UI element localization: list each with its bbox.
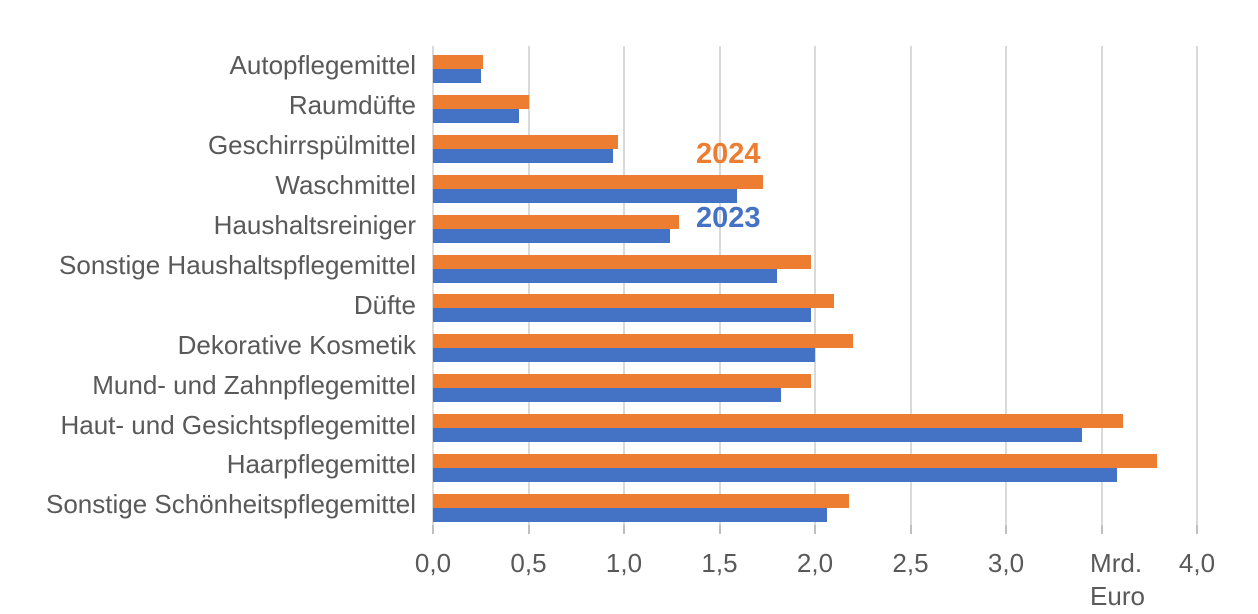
bar-2023	[433, 348, 815, 363]
category-row: Sonstige Haushaltspflegemittel	[0, 246, 1258, 286]
bar-2024	[433, 454, 1157, 469]
bar-2024	[433, 94, 529, 109]
bar-2023	[433, 268, 777, 283]
bar-group	[433, 254, 812, 283]
bar-2023	[433, 308, 812, 323]
x-tick-label: 4,0	[1178, 548, 1216, 578]
bar-group	[433, 214, 680, 243]
bar-2023	[433, 508, 827, 523]
category-label: Geschirrspülmittel	[207, 130, 416, 161]
category-row: Waschmittel	[0, 166, 1258, 206]
category-label: Autopflegemittel	[229, 50, 416, 81]
x-tick-label: 1,0	[605, 548, 643, 578]
axis-tick-mark	[1005, 525, 1007, 534]
rows: Autopflegemittel Raumdüfte Geschirrspülmit…	[0, 46, 1258, 525]
category-label: Waschmittel	[275, 170, 416, 201]
bar-group	[433, 94, 529, 123]
legend-2023-label: 2023	[696, 202, 761, 234]
category-label: Mund- und Zahnpflegemittel	[92, 369, 416, 400]
category-label: Haarpflegemittel	[226, 449, 416, 480]
gridline	[623, 46, 625, 525]
category-label: Düfte	[353, 289, 416, 320]
axis-tick-mark	[814, 525, 816, 534]
bar-2024	[433, 374, 812, 389]
gridline	[909, 46, 912, 525]
gridline	[814, 46, 816, 525]
legend-2024-label: 2024	[696, 138, 761, 170]
gridline	[1100, 46, 1103, 525]
axis-tick-mark	[909, 525, 912, 534]
category-row: Haushaltsreiniger	[0, 206, 1258, 246]
x-tick-label: 0,0	[414, 548, 452, 578]
bar-2024	[433, 414, 1123, 429]
category-label: Haushaltsreiniger	[213, 209, 416, 240]
category-label: Sonstige Haushaltspflegemittel	[59, 249, 416, 280]
category-label: Raumdüfte	[288, 90, 416, 121]
axis-tick-mark	[527, 525, 530, 534]
x-tick-label: 2,5	[892, 548, 929, 578]
bar-2023	[433, 148, 613, 163]
plot-area: 0,0 0,5 1,0 1,5 2,0 2,5 3,0 Mrd. Euro 4,0	[415, 46, 1215, 611]
category-row: Raumdüfte	[0, 86, 1258, 126]
axis-tick-mark	[718, 525, 721, 534]
category-row: Haut- und Gesichtspflegemittel	[0, 405, 1258, 445]
x-tick-label: Mrd. Euro	[1090, 548, 1145, 611]
bar-2023	[433, 68, 481, 83]
category-row: Mund- und Zahnpflegemittel	[0, 365, 1258, 405]
bar-2024	[433, 54, 483, 69]
category-label: Dekorative Kosmetik	[177, 329, 416, 360]
bar-group	[433, 174, 764, 203]
category-row: Düfte	[0, 286, 1258, 326]
category-row: Dekorative Kosmetik	[0, 325, 1258, 365]
category-row: Haarpflegemittel	[0, 445, 1258, 485]
bar-2024	[433, 134, 619, 149]
axis-tick-mark	[1196, 525, 1198, 534]
category-row: Sonstige Schönheitspflegemittel	[0, 485, 1258, 525]
bar-2023	[433, 188, 737, 203]
bar-2024	[433, 294, 835, 309]
bar-2023	[433, 468, 1117, 483]
axis-tick-mark	[1100, 525, 1103, 534]
gridline	[527, 46, 530, 525]
bar-2024	[433, 254, 812, 269]
gridline	[432, 46, 434, 525]
x-tick-label: 2,0	[796, 548, 834, 578]
bar-2023	[433, 108, 519, 123]
gridline	[718, 46, 721, 525]
category-label: Sonstige Schönheitspflegemittel	[45, 489, 416, 520]
x-tick-label: 1,5	[701, 548, 738, 578]
bar-2024	[433, 174, 764, 189]
bar-2023	[433, 228, 670, 243]
x-tick-label: 0,5	[510, 548, 547, 578]
bar-group	[433, 294, 835, 323]
bar-group	[433, 454, 1157, 483]
axis-tick-mark	[432, 525, 434, 534]
axis-tick-mark	[623, 525, 625, 534]
category-row: Geschirrspülmittel	[0, 126, 1258, 166]
category-label: Haut- und Gesichtspflegemittel	[60, 409, 416, 440]
x-tick-label: 3,0	[987, 548, 1025, 578]
bar-group	[433, 494, 850, 523]
gridline	[1196, 46, 1198, 525]
bar-group	[433, 414, 1123, 443]
bar-group	[433, 374, 812, 403]
bar-2023	[433, 388, 781, 403]
bar-group	[433, 134, 619, 163]
bar-2024	[433, 494, 850, 509]
bar-group	[433, 54, 483, 83]
bar-2024	[433, 334, 854, 349]
category-row: Autopflegemittel	[0, 46, 1258, 86]
bar-group	[433, 334, 854, 363]
bar-2024	[433, 214, 680, 229]
bar-2023	[433, 428, 1083, 443]
gridline	[1005, 46, 1007, 525]
